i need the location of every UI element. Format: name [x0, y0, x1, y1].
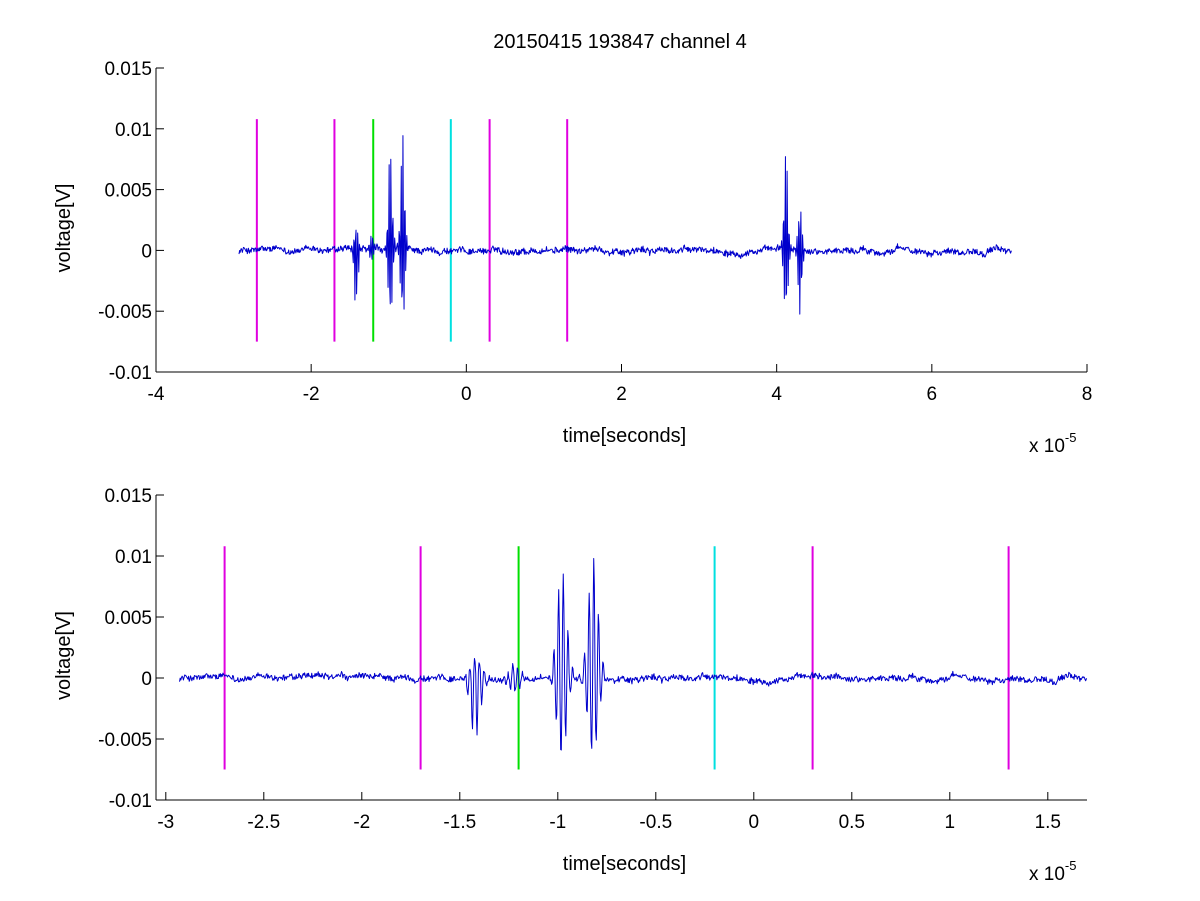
- bottom-x-tick-label: 0: [749, 812, 760, 833]
- figure-title: 20150415 193847 channel 4: [493, 31, 747, 53]
- top-x-tick-label: -4: [148, 384, 165, 405]
- bottom-y-tick-label: 0.015: [104, 486, 152, 507]
- bottom-x-tick-label: -3: [157, 812, 174, 833]
- bottom-x-tick-label: 1: [945, 812, 956, 833]
- top-y-tick-label: 0.005: [104, 181, 152, 202]
- bottom-y-ticks: -0.01 -0.005 0 0.005 0.01 0.015: [98, 486, 164, 812]
- top-subplot: -4 -2 0 2 4 6 8 -0.01 -0.005 0 0.005 0.01 0.015 tim…: [53, 59, 1092, 457]
- bottom-y-tick-label: 0.005: [104, 608, 152, 629]
- top-x-tick-label: 4: [771, 384, 782, 405]
- bottom-x-tick-label: -1: [549, 812, 566, 833]
- bottom-x-exponent: -5: [1065, 858, 1077, 873]
- bottom-signal-trace: [179, 558, 1088, 751]
- bottom-subplot: -3 -2.5 -2 -1.5 -1 -0.5 0 0.5 1 1.5 -0.01 -0.005 0 0…: [53, 486, 1088, 885]
- bottom-x-tick-label: -1.5: [443, 812, 476, 833]
- top-y-ticks: -0.01 -0.005 0 0.005 0.01 0.015: [98, 59, 164, 384]
- bottom-x-exponent-label: x 10-5: [1029, 858, 1076, 885]
- bottom-y-tick-label: 0.01: [115, 547, 152, 568]
- bottom-y-axis-label: voltage[V]: [53, 611, 75, 700]
- bottom-x-tick-label: -2.5: [247, 812, 280, 833]
- top-x-exponent-label: x 10-5: [1029, 430, 1076, 457]
- top-marker-group: [255, 119, 569, 342]
- bottom-y-tick-label: -0.01: [109, 791, 152, 812]
- top-signal-trace: [238, 135, 1012, 315]
- bottom-x-ticks: -3 -2.5 -2 -1.5 -1 -0.5 0 0.5 1 1.5: [157, 792, 1061, 833]
- bottom-x-tick-label: 0.5: [839, 812, 865, 833]
- top-x-axis-label: time[seconds]: [563, 425, 686, 447]
- top-x-tick-label: 0: [461, 384, 472, 405]
- bottom-x-axis-label: time[seconds]: [563, 853, 686, 875]
- top-x-tick-label: -2: [303, 384, 320, 405]
- top-y-tick-label: 0.015: [104, 59, 152, 80]
- top-x-multiplier: x 10: [1029, 436, 1065, 457]
- top-y-axis-label: voltage[V]: [53, 184, 75, 273]
- top-x-tick-label: 6: [927, 384, 938, 405]
- bottom-marker-group: [223, 546, 1010, 770]
- top-x-ticks: -4 -2 0 2 4 6 8: [148, 364, 1093, 405]
- top-x-exponent: -5: [1065, 430, 1077, 445]
- bottom-x-tick-label: -0.5: [639, 812, 672, 833]
- top-x-tick-label: 8: [1082, 384, 1093, 405]
- bottom-x-multiplier: x 10: [1029, 864, 1065, 885]
- top-y-tick-label: -0.01: [109, 363, 152, 384]
- bottom-x-tick-label: -2: [353, 812, 370, 833]
- top-y-tick-label: -0.005: [98, 302, 152, 323]
- bottom-y-tick-label: -0.005: [98, 730, 152, 751]
- top-y-tick-label: 0.01: [115, 120, 152, 141]
- top-x-tick-label: 2: [616, 384, 627, 405]
- top-y-tick-label: 0: [141, 241, 152, 262]
- bottom-y-tick-label: 0: [141, 669, 152, 690]
- bottom-x-tick-label: 1.5: [1035, 812, 1061, 833]
